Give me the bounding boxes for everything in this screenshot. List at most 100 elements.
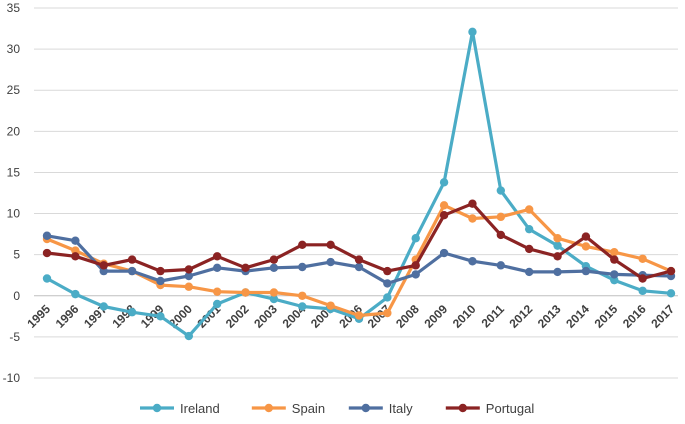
series-line-ireland (45, 30, 673, 338)
y-tick-label: 25 (7, 83, 21, 97)
y-tick-label: 5 (13, 248, 20, 262)
data-point-ireland-2016 (638, 286, 647, 296)
legend-swatch-marker (264, 403, 273, 413)
data-point-portugal-2016 (638, 274, 647, 283)
data-point-italy-2000 (184, 271, 194, 281)
series-lines (42, 27, 676, 341)
series-ireland (42, 27, 676, 341)
y-tick-label: 20 (7, 124, 21, 138)
data-point-ireland-1995 (42, 274, 52, 283)
legend-swatch-marker (458, 403, 467, 413)
legend-item-portugal: Portugal (445, 401, 535, 416)
data-point-portugal-2015 (610, 255, 619, 264)
data-point-spain-2016 (638, 254, 647, 263)
data-point-italy-2007 (383, 279, 392, 288)
data-point-italy-1997 (99, 266, 108, 276)
y-tick-label: -5 (9, 330, 20, 344)
data-point-spain-2007 (383, 308, 392, 318)
data-point-ireland-1997 (99, 302, 108, 311)
x-tick-label: 2009 (421, 302, 450, 331)
data-point-ireland-2010 (468, 27, 477, 37)
legend: Ireland Spain Italy Portugal (140, 401, 534, 416)
x-tick-label: 2000 (166, 302, 195, 331)
data-point-portugal-2007 (383, 266, 392, 276)
data-point-portugal-2003 (269, 255, 279, 264)
data-point-ireland-2004 (298, 302, 307, 311)
legend-item-italy: Italy (348, 401, 413, 416)
data-point-italy-2001 (212, 263, 222, 273)
data-point-italy-2010 (468, 257, 477, 266)
legend-label: Ireland (180, 401, 220, 416)
data-point-portugal-2014 (581, 232, 591, 241)
y-axis: -10 -5 0 5 10 15 20 25 30 35 (3, 1, 21, 385)
data-point-ireland-2017 (666, 289, 676, 298)
y-tick-label: -10 (3, 371, 21, 385)
data-point-spain-1996 (71, 246, 80, 255)
data-point-spain-2001 (212, 287, 222, 296)
y-tick-label: 0 (13, 289, 20, 303)
data-point-spain-2010 (468, 214, 477, 223)
data-point-italy-2003 (269, 263, 279, 273)
data-point-portugal-2005 (326, 240, 335, 249)
data-point-italy-2004 (298, 262, 307, 272)
data-point-italy-1999 (156, 276, 165, 286)
data-point-portugal-1998 (127, 255, 137, 264)
x-tick-label: 1995 (24, 302, 53, 331)
data-point-spain-2005 (326, 301, 335, 310)
data-point-spain-2003 (269, 288, 279, 297)
data-point-italy-1996 (71, 236, 80, 245)
y-tick-label: 15 (7, 165, 21, 179)
data-point-ireland-2013 (553, 241, 562, 250)
data-point-ireland-2000 (184, 331, 194, 341)
data-point-spain-2004 (298, 291, 307, 300)
x-tick-label: 2002 (223, 302, 252, 331)
y-tick-label: 10 (7, 207, 21, 221)
data-point-spain-2014 (581, 242, 591, 251)
data-point-ireland-1999 (156, 312, 165, 321)
data-point-spain-2000 (184, 282, 194, 291)
data-point-spain-2011 (496, 212, 506, 222)
series-italy (42, 231, 676, 288)
data-point-italy-2009 (439, 248, 449, 258)
x-tick-label: 1998 (109, 302, 138, 331)
data-point-ireland-1996 (71, 289, 80, 299)
data-point-ireland-2001 (212, 299, 222, 309)
legend-swatch-marker (152, 403, 162, 413)
series-portugal (42, 199, 676, 283)
data-point-portugal-1995 (42, 248, 52, 258)
x-tick-label: 2017 (648, 302, 677, 331)
y-tick-label: 30 (7, 42, 21, 56)
legend-label: Portugal (486, 401, 535, 416)
data-point-portugal-2011 (496, 230, 506, 240)
x-tick-label: 2015 (592, 302, 621, 331)
y-tick-label: 35 (7, 1, 21, 15)
legend-swatch-marker (361, 403, 370, 413)
data-point-portugal-2004 (298, 240, 307, 249)
x-tick-label: 2014 (563, 302, 592, 331)
data-point-ireland-1998 (127, 308, 137, 317)
data-point-portugal-2009 (439, 211, 449, 220)
x-tick-label: 2008 (393, 302, 422, 331)
data-point-portugal-2006 (354, 255, 364, 264)
data-point-ireland-2011 (496, 186, 506, 195)
data-point-ireland-2007 (383, 293, 392, 302)
data-point-portugal-1996 (71, 252, 80, 261)
data-point-portugal-2010 (468, 199, 477, 208)
legend-item-ireland: Ireland (140, 401, 220, 416)
data-point-spain-2012 (524, 205, 534, 214)
data-point-ireland-2008 (411, 234, 420, 243)
data-point-portugal-2001 (212, 252, 222, 261)
x-tick-label: 2003 (251, 302, 280, 331)
data-point-portugal-2002 (241, 263, 250, 273)
data-point-portugal-2013 (553, 252, 562, 261)
data-point-portugal-2017 (666, 266, 676, 276)
data-point-italy-2012 (524, 267, 534, 277)
x-tick-label: 2011 (479, 302, 508, 331)
x-tick-label: 2012 (507, 302, 536, 331)
data-point-ireland-2015 (610, 275, 619, 285)
data-point-portugal-2012 (524, 244, 534, 254)
x-tick-label: 2016 (620, 302, 649, 331)
data-point-italy-1995 (42, 231, 52, 240)
